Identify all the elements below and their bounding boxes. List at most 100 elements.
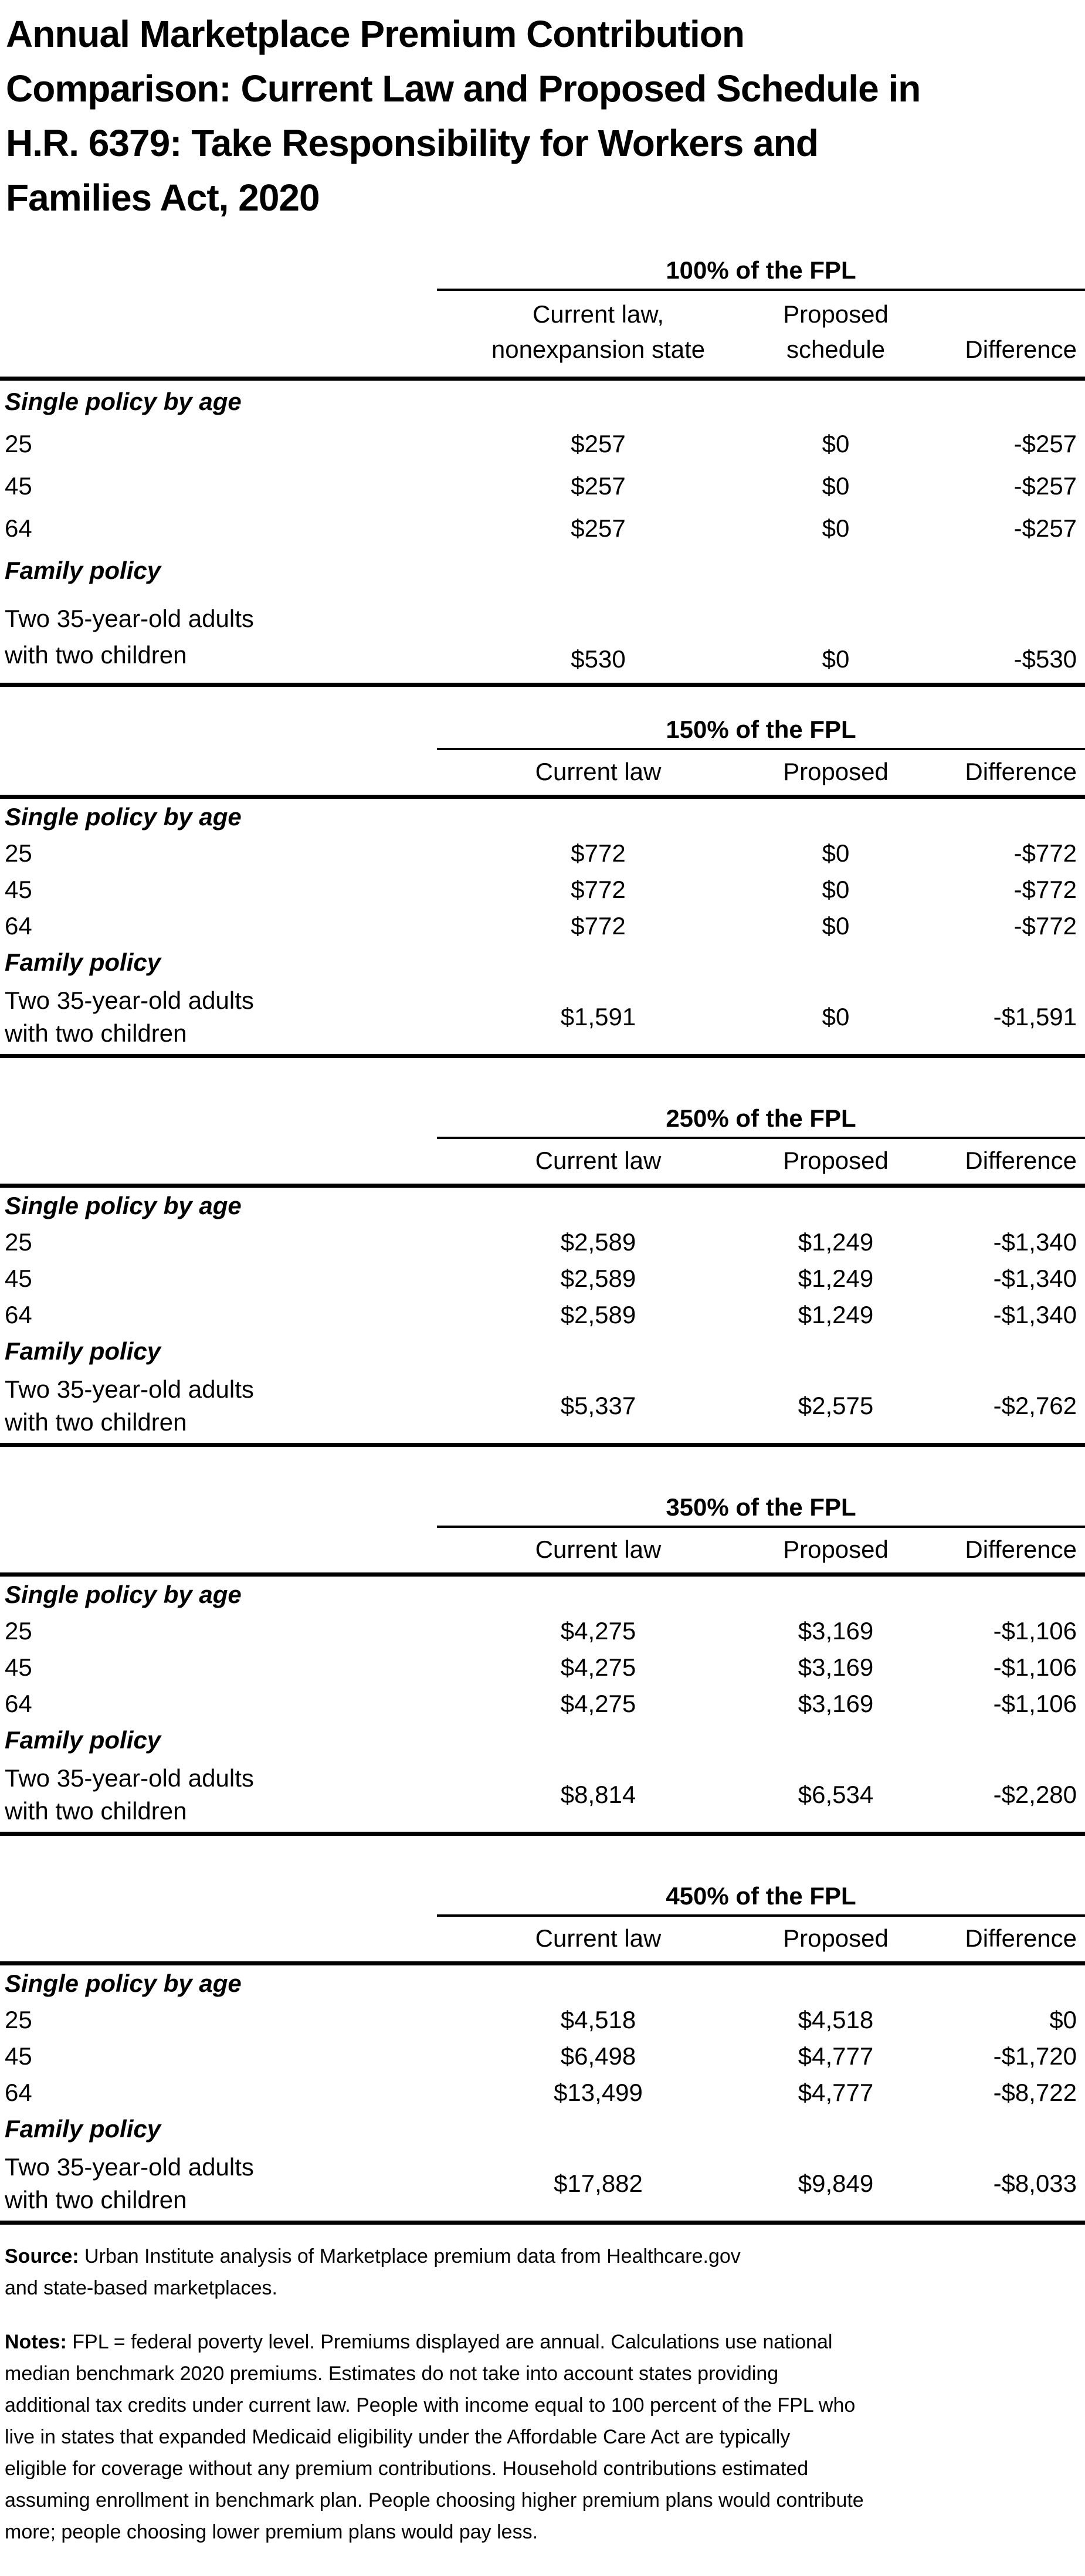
- proposed-value: $3,169: [798, 1690, 874, 1717]
- section-label: Family policy: [5, 948, 161, 976]
- family-row: Two 35-year-old adults with two children…: [0, 1758, 1085, 1836]
- fpl-title-row: 100% of the FPL: [0, 252, 1085, 291]
- family-row: Two 35-year-old adults with two children…: [0, 592, 1085, 687]
- column-header-current-law: Current law: [437, 1138, 760, 1188]
- difference-value: $0: [1049, 2006, 1077, 2033]
- row-label-family: Two 35-year-old adults with two children: [0, 1758, 437, 1836]
- family-label: Two 35-year-old adults with two children: [5, 1375, 254, 1436]
- fpl-title: 250% of the FPL: [437, 1100, 1085, 1139]
- row-label-family: Two 35-year-old adults with two children: [0, 592, 437, 687]
- age-row-64: 64 $4,275 $3,169 -$1,106: [0, 1686, 1085, 1722]
- age-row-45: 45 $4,275 $3,169 -$1,106: [0, 1649, 1085, 1686]
- fpl-table-150: 150% of the FPL Current law Proposed Dif…: [0, 711, 1085, 1058]
- section-label: Family policy: [5, 1726, 161, 1754]
- spacer-cell: [0, 1527, 437, 1577]
- proposed-value: $4,777: [798, 2079, 874, 2106]
- age-row-64: 64 $257 $0 -$257: [0, 507, 1085, 550]
- notes-label: Notes:: [5, 2331, 67, 2353]
- notes-line: more; people choosing lower premium plan…: [5, 2521, 538, 2543]
- section-label: Single policy by age: [5, 388, 242, 415]
- difference-value: -$772: [1013, 839, 1077, 867]
- fpl-table-350: 350% of the FPL Current law Proposed Dif…: [0, 1489, 1085, 1836]
- difference-value: -$257: [1013, 514, 1077, 542]
- section-label: Single policy by age: [5, 1970, 242, 1997]
- current-law-value: $17,882: [437, 2147, 760, 2225]
- current-law-value: $13,499: [554, 2079, 643, 2106]
- spacer-cell: [0, 749, 437, 799]
- current-law-value: $772: [571, 839, 626, 867]
- difference-value: -$772: [1013, 876, 1077, 903]
- difference-value: -$1,340: [993, 1228, 1077, 1256]
- row-label-age: 45: [5, 1265, 32, 1292]
- section-row-family-policy: Family policy: [0, 1722, 1085, 1758]
- row-label-age: 45: [5, 876, 32, 903]
- page-title-line: Comparison: Current Law and Proposed Sch…: [6, 67, 921, 110]
- current-law-value: $4,275: [560, 1617, 636, 1645]
- age-row-25: 25 $4,275 $3,169 -$1,106: [0, 1613, 1085, 1649]
- age-row-45: 45 $2,589 $1,249 -$1,340: [0, 1260, 1085, 1297]
- row-label-age: 25: [5, 2006, 32, 2033]
- proposed-value: $1,249: [798, 1265, 874, 1292]
- row-label-age: 25: [5, 839, 32, 867]
- row-label-age: 64: [5, 2079, 32, 2106]
- row-label-age: 64: [5, 912, 32, 940]
- difference-value: -$1,340: [993, 1301, 1077, 1328]
- row-label-family: Two 35-year-old adults with two children: [0, 2147, 437, 2225]
- family-label: Two 35-year-old adults with two children: [5, 987, 254, 1047]
- current-law-value: $530: [437, 592, 760, 687]
- spacer-cell: [0, 1878, 437, 1916]
- difference-value: -$772: [1013, 912, 1077, 940]
- row-label-age: 25: [5, 430, 32, 457]
- difference-value: -$257: [1013, 472, 1077, 500]
- spacer-cell: [0, 1138, 437, 1188]
- row-label-family: Two 35-year-old adults with two children: [0, 981, 437, 1058]
- column-header-row: Current law Proposed Difference: [0, 1916, 1085, 1965]
- row-label-age: 25: [5, 1617, 32, 1645]
- row-label-age: 45: [5, 1653, 32, 1681]
- column-header-difference: Difference: [912, 290, 1085, 381]
- current-law-value: $4,275: [560, 1690, 636, 1717]
- family-row: Two 35-year-old adults with two children…: [0, 1370, 1085, 1447]
- section-row-single-policy: Single policy by age: [0, 1575, 1085, 1614]
- notes-line: live in states that expanded Medicaid el…: [5, 2426, 791, 2448]
- fpl-title: 450% of the FPL: [437, 1878, 1085, 1917]
- current-law-value: $257: [571, 430, 626, 457]
- section-label: Single policy by age: [5, 1192, 242, 1219]
- row-label-age: 64: [5, 1301, 32, 1328]
- proposed-value: $0: [822, 912, 850, 940]
- section-label: Single policy by age: [5, 803, 242, 831]
- current-law-value: $1,591: [437, 981, 760, 1058]
- section-row-single-policy: Single policy by age: [0, 1186, 1085, 1225]
- notes-note: Notes: FPL = federal poverty level. Prem…: [5, 2326, 1085, 2548]
- current-law-value: $2,589: [560, 1228, 636, 1256]
- current-law-value: $2,589: [560, 1265, 636, 1292]
- fpl-title: 350% of the FPL: [437, 1489, 1085, 1528]
- proposed-value: $0: [760, 981, 912, 1058]
- proposed-value: $0: [822, 876, 850, 903]
- column-header-proposed: Proposed: [760, 1138, 912, 1188]
- current-law-value: $2,589: [560, 1301, 636, 1328]
- proposed-value: $0: [822, 430, 850, 457]
- row-label-age: 45: [5, 472, 32, 500]
- column-header-current-law: Current law, nonexpansion state: [437, 290, 760, 381]
- column-header-difference: Difference: [912, 749, 1085, 799]
- fpl-title: 150% of the FPL: [437, 711, 1085, 750]
- row-label-age: 64: [5, 1690, 32, 1717]
- section-row-single-policy: Single policy by age: [0, 379, 1085, 423]
- difference-value: -$1,720: [993, 2042, 1077, 2070]
- section-label: Single policy by age: [5, 1581, 242, 1608]
- proposed-value: $2,575: [760, 1370, 912, 1447]
- section-row-family-policy: Family policy: [0, 944, 1085, 981]
- row-label-age: 45: [5, 2042, 32, 2070]
- family-label: Two 35-year-old adults with two children: [5, 1764, 254, 1825]
- column-header-row: Current law Proposed Difference: [0, 1138, 1085, 1188]
- proposed-value: $1,249: [798, 1228, 874, 1256]
- difference-value: -$8,033: [912, 2147, 1085, 2225]
- current-law-value: $4,275: [560, 1653, 636, 1681]
- proposed-value: $0: [822, 514, 850, 542]
- column-header-proposed: Proposed: [760, 1916, 912, 1965]
- section-row-family-policy: Family policy: [0, 1333, 1085, 1370]
- current-law-value: $772: [571, 912, 626, 940]
- proposed-value: $0: [822, 839, 850, 867]
